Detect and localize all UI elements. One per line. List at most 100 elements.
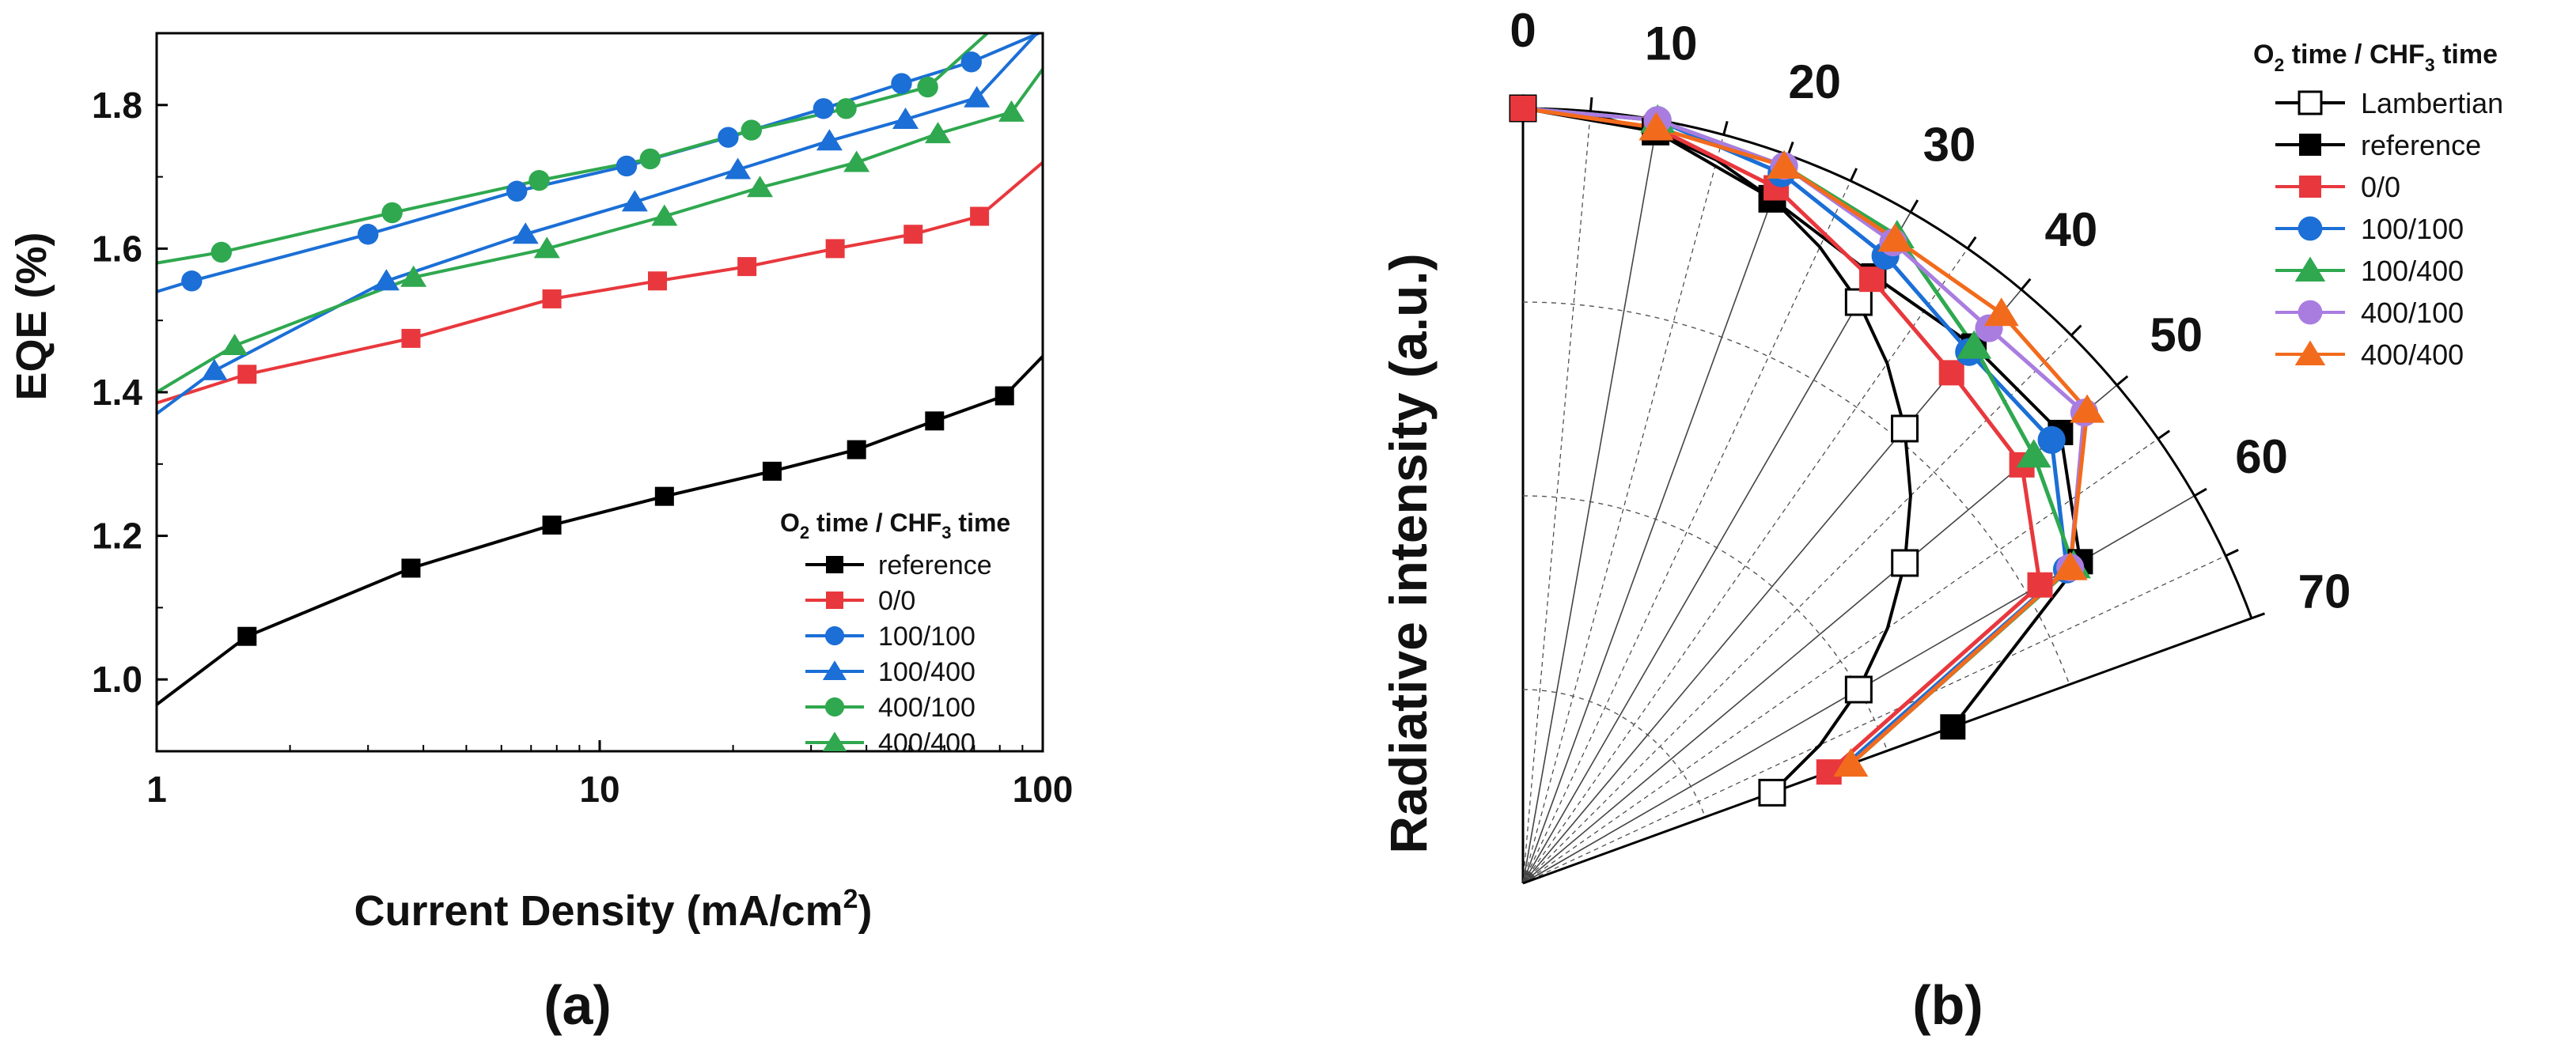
legend-label-0-0: 0/0 bbox=[878, 586, 915, 616]
data-point-reference bbox=[994, 386, 1014, 406]
panel-a-ylabel: EQE (%) bbox=[8, 232, 55, 400]
angle-tick-mark bbox=[1786, 142, 1794, 156]
y-tick-label: 1.0 bbox=[92, 659, 142, 700]
radial-minor-grid-line bbox=[1522, 111, 1592, 884]
data-point-100-400 bbox=[201, 358, 228, 380]
legend-marker-400-100 bbox=[2298, 300, 2323, 325]
data-point-100-100 bbox=[357, 224, 379, 245]
data-point-100-100 bbox=[616, 155, 638, 177]
angle-tick-mark bbox=[1849, 168, 1858, 182]
series-line-100-100 bbox=[156, 32, 1040, 293]
panel-a: 1 10 100 1.0 1.2 1.4 1.6 1.8 EQE (%) Current De… bbox=[8, 32, 1073, 1036]
panel-a-series-markers bbox=[181, 51, 1025, 646]
radial-grid-arc bbox=[1522, 301, 2070, 685]
data-point-400-400 bbox=[1833, 748, 1869, 777]
series-line-0-0 bbox=[156, 161, 1044, 405]
data-point-400-400 bbox=[2052, 551, 2088, 580]
legend-marker-100-100 bbox=[2298, 216, 2323, 241]
legend-marker-100-100 bbox=[824, 626, 845, 646]
panel-b-polar-grid bbox=[1521, 94, 2265, 885]
data-point-400-400 bbox=[747, 176, 774, 198]
data-point-lambertian bbox=[1844, 675, 1873, 704]
data-point-100-100 bbox=[891, 73, 912, 94]
legend-marker-lambertian bbox=[2298, 90, 2323, 115]
data-point-400-100 bbox=[639, 148, 661, 170]
angle-tick-label: 20 bbox=[1788, 55, 1841, 108]
legend-label-reference: reference bbox=[878, 550, 992, 580]
legend-label-400-400: 400/400 bbox=[878, 728, 975, 758]
legend-marker-400-100 bbox=[824, 697, 845, 717]
angle-tick-label: 40 bbox=[2045, 203, 2098, 256]
panel-b-label: (b) bbox=[1912, 974, 1983, 1036]
data-point-0-0 bbox=[825, 239, 845, 259]
x-tick-label: 10 bbox=[579, 769, 619, 810]
data-point-400-400 bbox=[1983, 297, 2019, 327]
data-point-100-400 bbox=[816, 129, 843, 151]
data-point-400-400 bbox=[400, 265, 427, 287]
data-point-lambertian bbox=[1891, 414, 1919, 443]
data-point-400-100 bbox=[210, 241, 233, 263]
angle-tick-mark bbox=[1589, 97, 1593, 112]
panel-b-series-markers bbox=[1509, 94, 2105, 807]
data-point-400-100 bbox=[917, 76, 938, 98]
panel-a-xlabel: Current Density (mA/cm2) bbox=[354, 884, 872, 935]
data-point-100-400 bbox=[621, 190, 648, 212]
legend-label-100-100: 100/100 bbox=[878, 622, 975, 652]
radial-minor-grid-line bbox=[1522, 248, 1968, 884]
data-point-0-0 bbox=[542, 289, 562, 308]
data-point-0-0 bbox=[737, 257, 757, 277]
legend-marker-100-400 bbox=[822, 660, 847, 680]
series-line-reference bbox=[1522, 107, 2082, 728]
radial-grid-arc bbox=[1522, 495, 1888, 751]
data-point-0-0 bbox=[903, 225, 923, 244]
angle-tick-mark bbox=[2070, 324, 2082, 337]
data-point-reference bbox=[847, 440, 866, 459]
radial-grid-line bbox=[1522, 617, 2252, 885]
data-point-400-400 bbox=[533, 236, 560, 259]
data-point-0-0 bbox=[401, 328, 421, 348]
y-tick-label: 1.8 bbox=[92, 85, 142, 126]
series-line-reference bbox=[155, 355, 1044, 706]
data-point-0-0 bbox=[2027, 572, 2053, 598]
series-line-100-400 bbox=[155, 32, 1039, 415]
angle-tick-mark bbox=[1966, 236, 1977, 250]
data-point-100-100 bbox=[181, 270, 203, 292]
data-point-lambertian bbox=[1844, 288, 1873, 316]
legend-marker-reference bbox=[2299, 134, 2321, 156]
data-point-reference bbox=[762, 461, 782, 481]
angle-tick-mark bbox=[2225, 549, 2239, 558]
data-point-reference bbox=[542, 515, 562, 535]
data-point-0-0 bbox=[1510, 96, 1536, 121]
angle-tick-mark bbox=[2193, 487, 2207, 497]
angle-tick-label: 30 bbox=[1923, 118, 1976, 171]
legend-label-100-400: 100/400 bbox=[2361, 255, 2464, 287]
data-point-400-400 bbox=[1638, 112, 1674, 141]
legend-label-reference: reference bbox=[2361, 129, 2481, 161]
data-point-100-400 bbox=[892, 107, 919, 129]
panel-a-ticks: 1 10 100 1.0 1.2 1.4 1.6 1.8 bbox=[92, 85, 1073, 810]
data-point-400-400 bbox=[998, 100, 1025, 122]
panel-a-label: (a) bbox=[544, 974, 612, 1036]
data-point-reference bbox=[925, 411, 945, 431]
data-point-100-400 bbox=[373, 269, 400, 291]
legend-label-100-400: 100/400 bbox=[878, 657, 975, 687]
data-point-400-100 bbox=[381, 202, 403, 224]
data-point-400-400 bbox=[2070, 394, 2105, 423]
angle-tick-mark bbox=[2020, 278, 2032, 291]
data-point-100-100 bbox=[813, 98, 835, 119]
series-line-400-100 bbox=[156, 32, 989, 265]
radial-grid-arc bbox=[1522, 689, 1706, 818]
y-tick-label: 1.6 bbox=[92, 228, 142, 269]
panel-b-series-lines bbox=[1522, 106, 2089, 794]
data-point-100-100 bbox=[718, 127, 739, 148]
legend-label-100-100: 100/100 bbox=[2361, 213, 2464, 245]
data-point-400-400 bbox=[651, 204, 678, 226]
data-point-100-400 bbox=[964, 85, 991, 108]
data-point-reference bbox=[237, 626, 257, 646]
legend-label-400-100: 400/100 bbox=[2361, 297, 2464, 329]
y-tick-label: 1.4 bbox=[92, 372, 142, 413]
series-line-0-0 bbox=[1522, 106, 2043, 774]
panel-a-legend-title: O2 time / CHF3 time bbox=[780, 508, 1010, 542]
data-point-100-400 bbox=[2016, 439, 2051, 468]
legend-marker-100-400 bbox=[2294, 256, 2326, 282]
